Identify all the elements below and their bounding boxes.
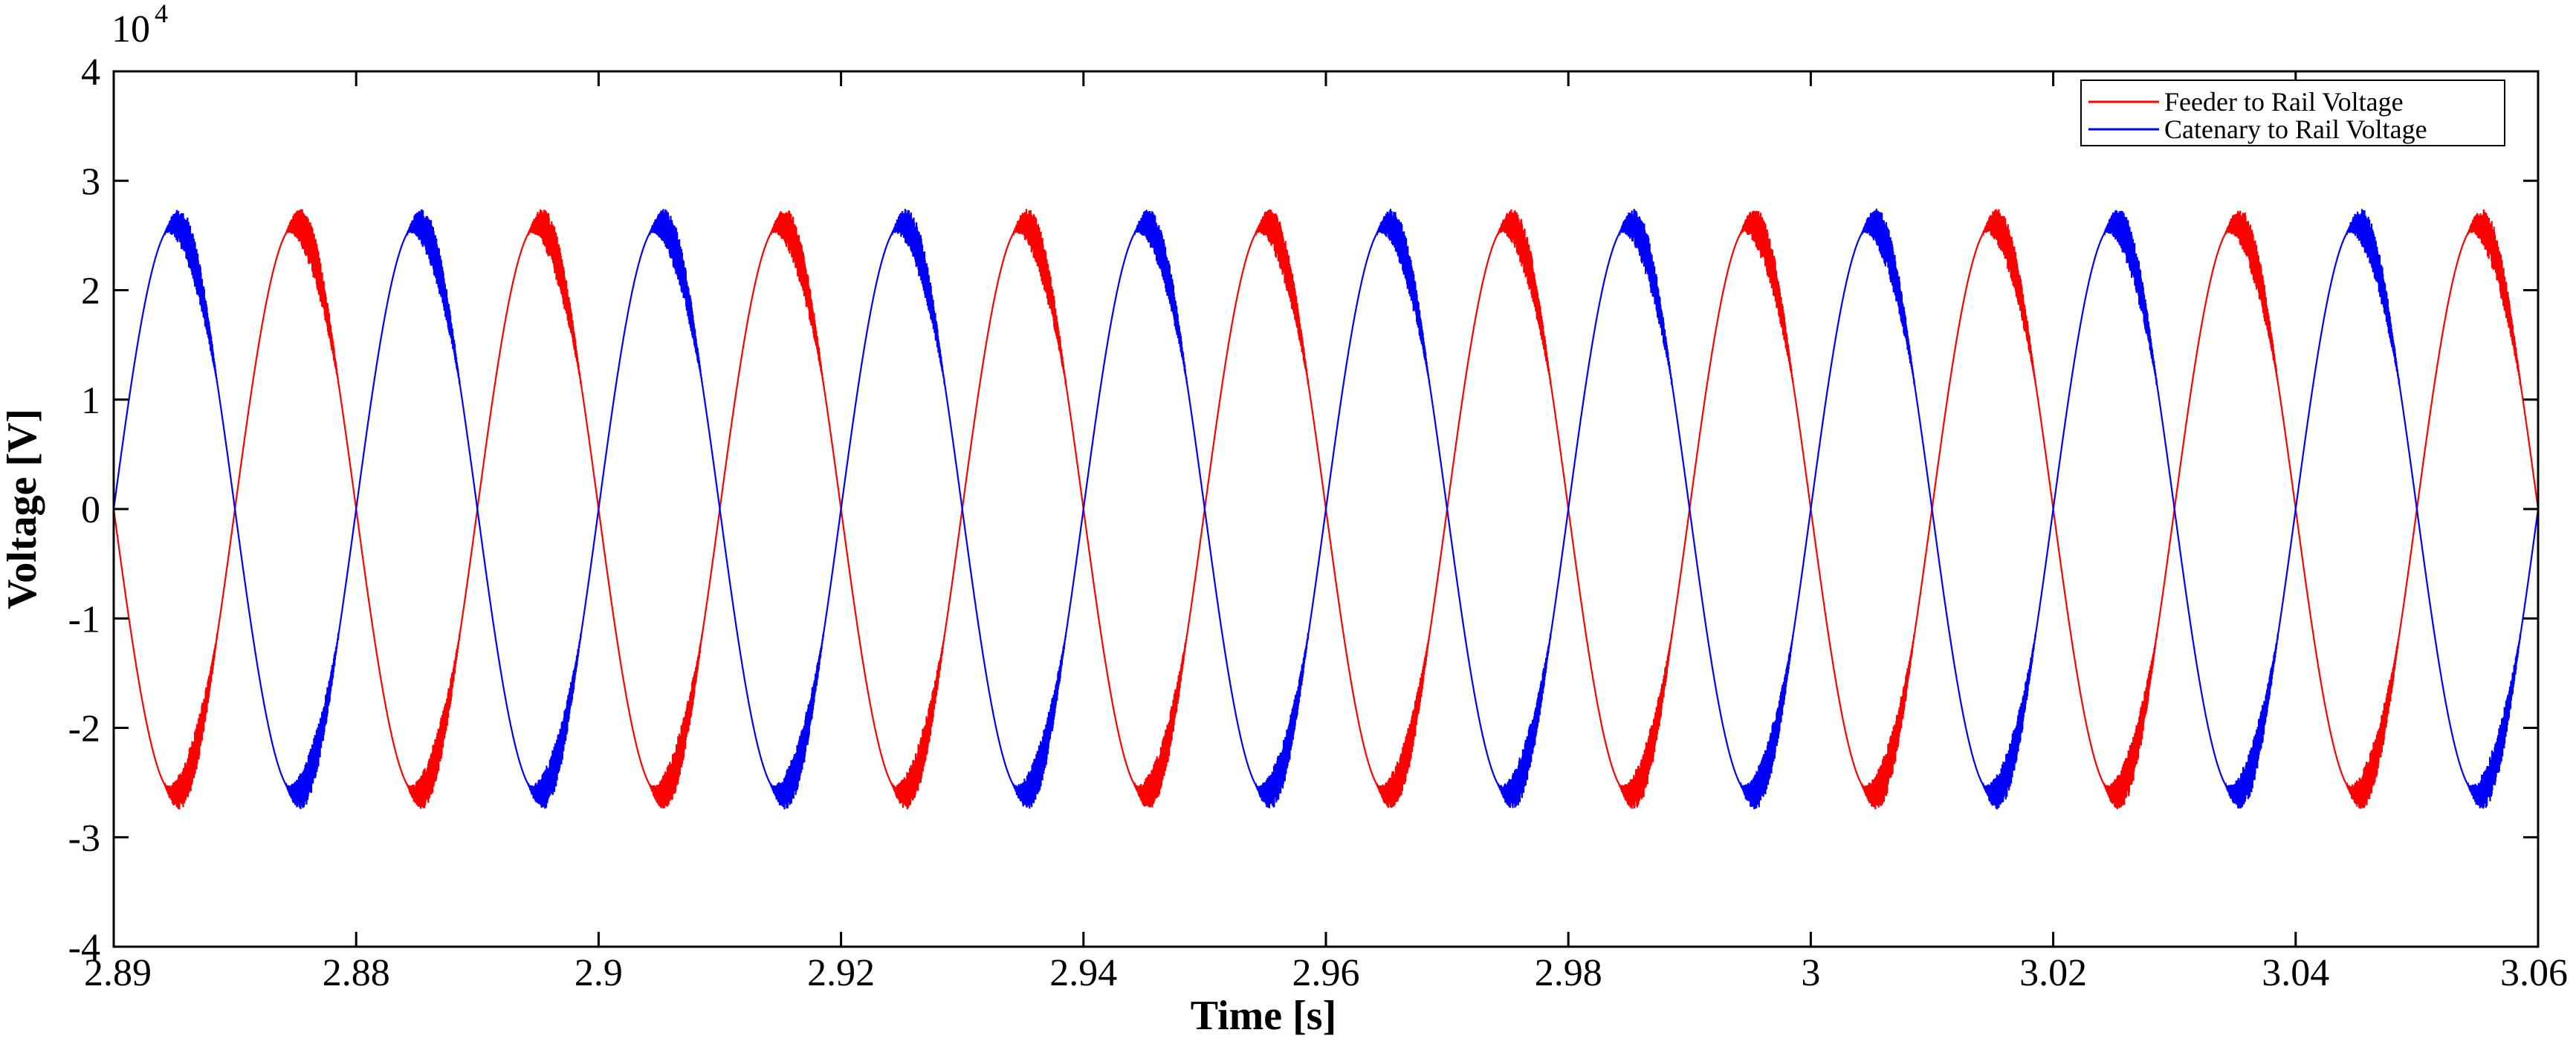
y-tick-label: -3 [68, 817, 100, 860]
legend-label-feeder: Feeder to Rail Voltage [2164, 87, 2404, 117]
x-tick-label: 3.04 [2262, 952, 2329, 994]
y-tick-label: 3 [81, 161, 100, 203]
x-tick-label: 2.92 [807, 952, 875, 994]
y-tick-label: -2 [68, 708, 100, 751]
y-tick-label: 2 [81, 270, 100, 313]
x-tick-label: 3 [1801, 952, 1820, 994]
legend-box [2080, 80, 2505, 146]
x-tick-label: 2.96 [1292, 952, 1360, 994]
y-axis-ticks: -4 -3 -2 -1 0 1 2 3 4 [68, 51, 2538, 969]
x-axis-ticks: 2.89 2.88 2.9 2.92 2.94 2.96 2.98 3 3.02 3.04 3.06 [84, 71, 2568, 994]
series-layer [112, 208, 2540, 810]
y-multiplier-exponent: 4 [155, 0, 168, 28]
y-tick-label: 1 [81, 380, 100, 422]
x-tick-label: 2.94 [1049, 952, 1117, 994]
y-tick-label: 4 [81, 51, 100, 94]
y-multiplier-base: 10 [111, 8, 150, 51]
x-axis-title: Time [s] [1191, 993, 1337, 1039]
x-tick-label: 2.88 [323, 952, 390, 994]
y-axis-title: Voltage [V] [0, 409, 45, 609]
x-tick-label: 2.89 [84, 952, 152, 994]
legend: Feeder to Rail Voltage Catenary to Rail … [2080, 80, 2505, 146]
y-tick-label: -4 [68, 927, 100, 969]
y-tick-label: -1 [68, 598, 100, 641]
y-tick-label: 0 [81, 489, 100, 531]
x-tick-label: 3.02 [2019, 952, 2087, 994]
series-line-catenary [112, 208, 2540, 810]
x-tick-label: 3.06 [2500, 952, 2568, 994]
x-tick-label: 2.9 [575, 952, 623, 994]
legend-label-catenary: Catenary to Rail Voltage [2164, 114, 2427, 144]
x-tick-label: 2.98 [1535, 952, 1602, 994]
